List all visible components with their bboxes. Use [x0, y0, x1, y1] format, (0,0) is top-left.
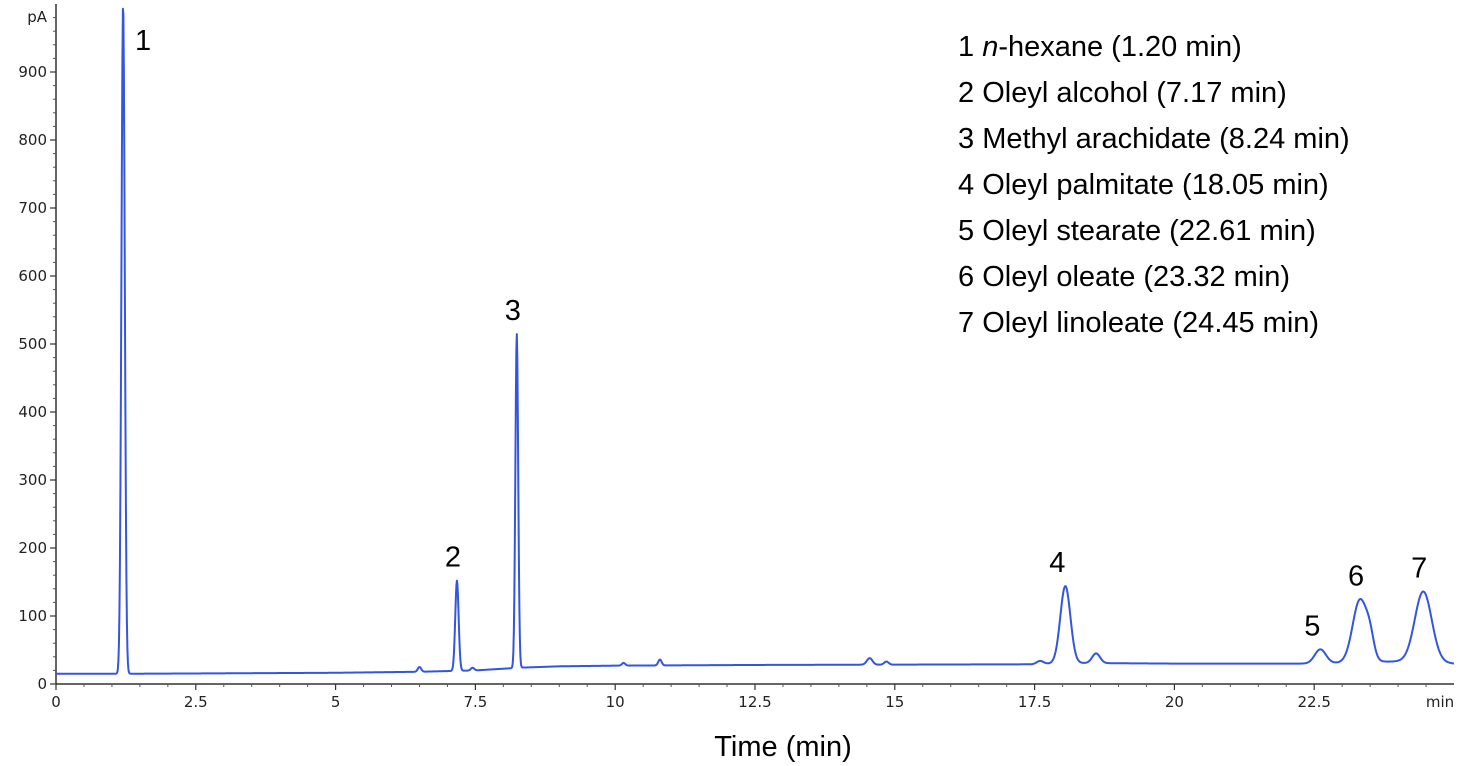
y-tick-label: 400 — [18, 403, 47, 421]
legend-number: 3 — [958, 123, 983, 155]
legend-number: 5 — [958, 215, 983, 247]
legend-number: 6 — [958, 261, 983, 293]
peak-label-7: 7 — [1411, 553, 1427, 585]
legend-name: Oleyl palmitate (18.05 min) — [982, 169, 1329, 201]
legend-name: -hexane (1.20 min) — [998, 31, 1242, 63]
legend-name: Methyl arachidate (8.24 min) — [982, 123, 1350, 155]
axes: 0 100 200 300 400 500 600 700 800 900 pA 0 2.5 5 7.5 10… — [18, 4, 1454, 711]
y-tick-label: 500 — [18, 335, 47, 353]
legend-item: 3 Methyl arachidate (8.24 min) — [958, 116, 1350, 162]
peak-label-2: 2 — [445, 542, 461, 574]
x-axis-title: Time (min) — [714, 731, 851, 763]
peak-label-3: 3 — [505, 295, 521, 327]
x-tick-label: 2.5 — [184, 693, 208, 711]
x-tick-label: 17.5 — [1018, 693, 1051, 711]
legend-number: 1 — [958, 31, 983, 63]
x-tick-label: 15 — [885, 693, 904, 711]
y-tick-label: 0 — [37, 675, 47, 693]
legend-italic-prefix: n — [982, 31, 999, 63]
peak-label-5: 5 — [1304, 610, 1320, 642]
x-tick-label: 7.5 — [463, 693, 487, 711]
x-tick-label: 22.5 — [1297, 693, 1330, 711]
y-unit-label: pA — [27, 8, 48, 26]
y-tick-label: 300 — [18, 471, 47, 489]
x-tick-label: 20 — [1165, 693, 1184, 711]
x-tick-label: 0 — [51, 693, 61, 711]
legend-number: 2 — [958, 77, 983, 109]
peak-label-6: 6 — [1348, 561, 1364, 593]
y-tick-label: 900 — [18, 63, 47, 81]
legend-item: 7 Oleyl linoleate (24.45 min) — [958, 300, 1350, 346]
x-unit-label: min — [1426, 693, 1454, 711]
legend-item: 5 Oleyl stearate (22.61 min) — [958, 208, 1350, 254]
legend: 1 n-hexane (1.20 min) 2 Oleyl alcohol (7.… — [958, 24, 1350, 346]
x-tick-label: 5 — [331, 693, 341, 711]
x-tick-label: 10 — [606, 693, 625, 711]
legend-name: Oleyl oleate (23.32 min) — [982, 261, 1291, 293]
legend-number: 7 — [958, 307, 983, 339]
y-tick-label: 700 — [18, 199, 47, 217]
chromatogram-trace — [55, 7, 1455, 675]
y-tick-label: 100 — [18, 607, 47, 625]
x-tick-label: 12.5 — [738, 693, 771, 711]
legend-item: 1 n-hexane (1.20 min) — [958, 24, 1350, 70]
legend-item: 2 Oleyl alcohol (7.17 min) — [958, 70, 1350, 116]
y-tick-label: 600 — [18, 267, 47, 285]
legend-name: Oleyl alcohol (7.17 min) — [982, 77, 1287, 109]
peak-label-1: 1 — [135, 25, 151, 57]
legend-name: Oleyl linoleate (24.45 min) — [982, 307, 1320, 339]
peak-label-4: 4 — [1049, 547, 1065, 579]
legend-name: Oleyl stearate (22.61 min) — [982, 215, 1316, 247]
legend-number: 4 — [958, 169, 983, 201]
legend-item: 4 Oleyl palmitate (18.05 min) — [958, 162, 1350, 208]
legend-item: 6 Oleyl oleate (23.32 min) — [958, 254, 1350, 300]
y-tick-label: 800 — [18, 131, 47, 149]
y-tick-label: 200 — [18, 539, 47, 557]
